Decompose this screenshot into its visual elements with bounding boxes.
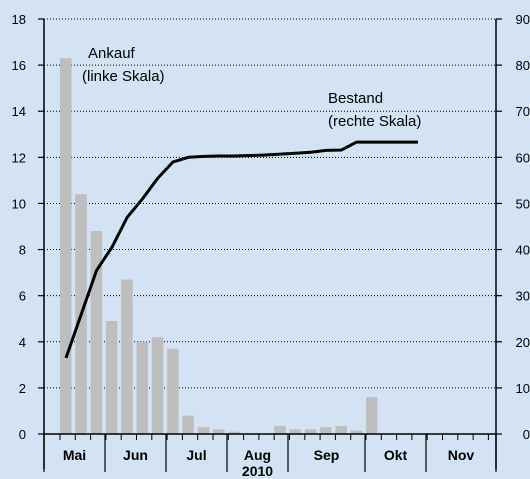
grid-layer xyxy=(44,18,496,389)
right-tick-label-0: 0 xyxy=(523,427,530,442)
axis-layer: 0 2 4 6 8 10 12 14 16 18 0 10 20 30 40 50 60 70 80 90 Mai Jun… xyxy=(12,12,530,479)
right-tick-label-8: 80 xyxy=(516,58,530,73)
left-tick-label-7: 14 xyxy=(12,104,26,119)
year-label: 2010 xyxy=(242,463,273,479)
bar-ankauf-14 xyxy=(274,425,286,434)
right-tick-label-2: 20 xyxy=(516,335,530,350)
right-tick-label-1: 10 xyxy=(516,381,530,396)
right-tick-label-6: 60 xyxy=(516,150,530,165)
annotation-bestand-scale: (rechte Skala) xyxy=(328,113,421,130)
left-tick-label-8: 16 xyxy=(12,58,26,73)
right-tick-label-5: 50 xyxy=(516,196,530,211)
bar-ankauf-15 xyxy=(289,429,301,434)
left-tick-label-5: 10 xyxy=(12,196,26,211)
left-tick-label-9: 18 xyxy=(12,12,26,27)
left-tick-label-1: 2 xyxy=(19,381,26,396)
bar-ankauf-9 xyxy=(197,427,210,434)
right-tick-label-3: 30 xyxy=(516,289,530,304)
left-tick-label-3: 6 xyxy=(19,289,26,304)
month-label-5: Okt xyxy=(384,447,408,463)
annotation-ankauf-title: Ankauf xyxy=(88,45,136,62)
bar-ankauf-2 xyxy=(90,231,103,434)
month-label-3: Aug xyxy=(244,447,271,463)
right-tick-label-4: 40 xyxy=(516,243,530,258)
bar-ankauf-8 xyxy=(182,415,194,434)
left-tick-label-2: 4 xyxy=(19,335,26,350)
bar-ankauf-11 xyxy=(228,431,240,434)
bar-ankauf-6 xyxy=(151,337,164,434)
line-bestand xyxy=(64,140,418,359)
bar-ankauf-0 xyxy=(60,58,72,434)
month-label-2: Jul xyxy=(186,447,206,463)
annotation-ankauf-scale: (linke Skala) xyxy=(82,68,165,85)
right-tick-label-9: 90 xyxy=(516,12,530,27)
bar-ankauf-10 xyxy=(213,429,225,434)
month-label-6: Nov xyxy=(448,447,475,463)
line-layer xyxy=(64,140,418,359)
bar-ankauf-16 xyxy=(304,429,317,434)
left-tick-label-4: 8 xyxy=(19,243,26,258)
left-tick-label-0: 0 xyxy=(19,427,26,442)
bar-ankauf-17 xyxy=(320,427,332,434)
month-label-1: Jun xyxy=(123,447,148,463)
month-label-4: Sep xyxy=(314,447,340,463)
annotation-bestand-title: Bestand xyxy=(328,90,383,107)
month-label-0: Mai xyxy=(63,447,86,463)
bar-ankauf-18 xyxy=(335,425,347,434)
left-tick-label-6: 12 xyxy=(12,150,26,165)
bar-ankauf-19 xyxy=(350,430,363,434)
right-tick-label-7: 70 xyxy=(516,104,530,119)
bar-ankauf-4 xyxy=(121,279,133,434)
bar-ankauf-3 xyxy=(105,321,118,434)
bar-ankauf-20 xyxy=(366,397,378,434)
bar-ankauf-7 xyxy=(167,348,179,434)
bar-ankauf-5 xyxy=(136,341,148,434)
